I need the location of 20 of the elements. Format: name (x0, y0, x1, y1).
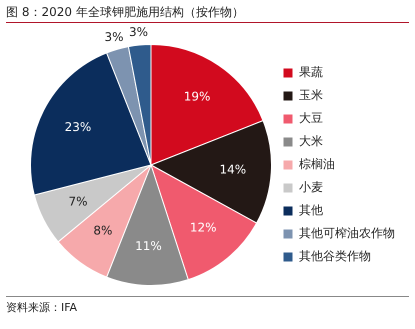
legend-label: 大米 (299, 134, 323, 148)
data-label: 19% (184, 89, 210, 104)
legend-label: 其他谷类作物 (299, 249, 371, 264)
data-label: 14% (219, 162, 246, 176)
data-label: 12% (190, 220, 217, 234)
data-label: 8% (93, 223, 112, 238)
text: 资料来源：IFA (6, 300, 78, 315)
data-label: 7% (68, 194, 88, 208)
chart-title: 图 8：2020 年全球钾肥施用结构（按作物） (6, 4, 244, 21)
legend-label: 棕榈油 (299, 157, 335, 172)
legend-label: 果蔬 (299, 65, 323, 80)
legend-label: 小麦 (299, 180, 323, 194)
data-label: 23% (64, 120, 92, 134)
legend-label: 其他可榨油农作物 (299, 226, 395, 240)
data-label: 11% (135, 239, 162, 254)
legend-label: 其他 (299, 203, 323, 218)
data-label: 3% (104, 30, 124, 44)
data-label: 3% (129, 25, 148, 40)
legend-label: 玉米 (299, 88, 323, 102)
legend-label: 大豆 (299, 111, 323, 126)
